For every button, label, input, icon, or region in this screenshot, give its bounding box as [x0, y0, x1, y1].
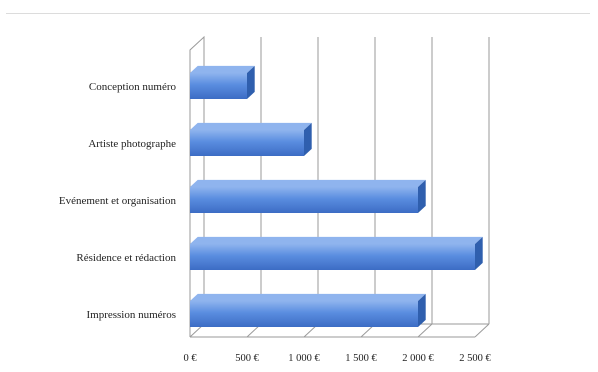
- bar-top-face: [190, 180, 426, 187]
- x-tick-label: 2 000 €: [402, 353, 434, 364]
- category-label: Impression numéros: [86, 309, 176, 321]
- bar-top-face: [190, 66, 255, 73]
- bars: [190, 66, 483, 327]
- category-label: Evénement et organisation: [59, 195, 177, 207]
- category-label: Conception numéro: [89, 81, 177, 93]
- bar-front-face: [190, 130, 304, 156]
- bar-top-face: [190, 123, 312, 130]
- x-tick-label: 500 €: [235, 353, 259, 364]
- bar-front-face: [190, 244, 475, 270]
- bar: [190, 123, 312, 156]
- x-tick-label: 0 €: [183, 353, 197, 364]
- bar-front-face: [190, 73, 247, 99]
- bar: [190, 237, 483, 270]
- category-label: Artiste photographe: [88, 138, 176, 150]
- x-tick-label: 2 500 €: [459, 353, 491, 364]
- floor-gridline: [475, 324, 489, 337]
- x-tick-label: 1 500 €: [345, 353, 377, 364]
- bar-front-face: [190, 187, 418, 213]
- x-tick-label: 1 000 €: [288, 353, 320, 364]
- bar: [190, 180, 426, 213]
- bar: [190, 66, 255, 99]
- bar-front-face: [190, 301, 418, 327]
- category-label: Résidence et rédaction: [76, 252, 176, 264]
- category-labels: Conception numéro Artiste photographe Evén…: [59, 81, 177, 321]
- bar: [190, 294, 426, 327]
- floor-gridline: [418, 324, 432, 337]
- bar-top-face: [190, 294, 426, 301]
- x-tick-labels: 0 € 500 € 1 000 € 1 500 € 2 000 € 2 500 €: [183, 353, 491, 364]
- bar-top-face: [190, 237, 483, 244]
